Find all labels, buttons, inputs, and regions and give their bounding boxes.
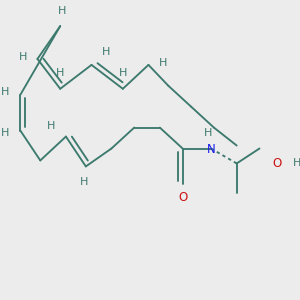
Text: N: N xyxy=(207,142,215,156)
Text: H: H xyxy=(119,68,127,78)
Text: H: H xyxy=(47,121,55,131)
Text: H: H xyxy=(57,5,66,16)
Text: O: O xyxy=(178,191,187,204)
Text: H: H xyxy=(19,52,27,62)
Text: H: H xyxy=(293,158,300,168)
Text: H: H xyxy=(159,58,167,68)
Text: H: H xyxy=(102,47,110,57)
Text: H: H xyxy=(2,128,10,138)
Text: O: O xyxy=(272,157,282,170)
Text: H: H xyxy=(56,68,64,78)
Text: H: H xyxy=(80,177,88,187)
Text: H: H xyxy=(203,128,212,138)
Text: H: H xyxy=(2,87,10,98)
